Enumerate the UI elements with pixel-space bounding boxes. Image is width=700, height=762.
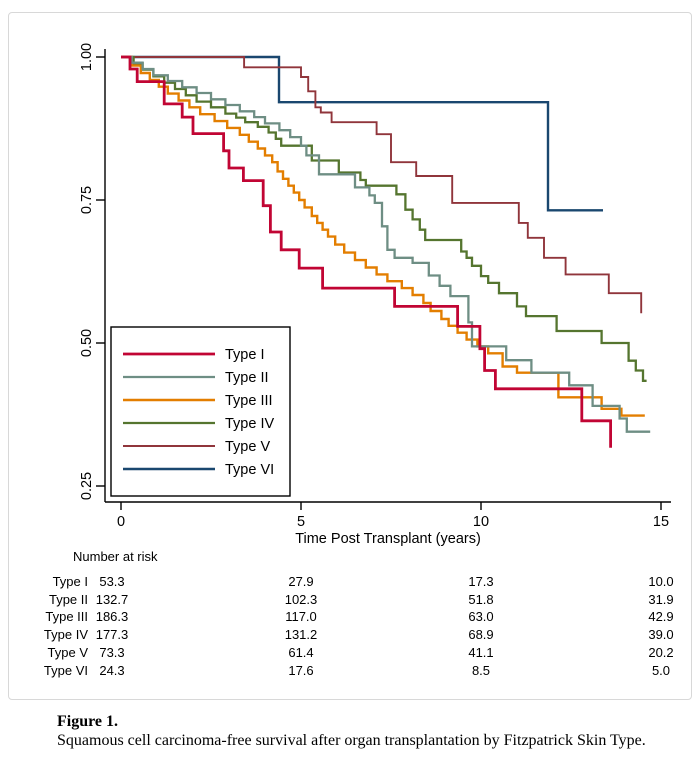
risk-value: 51.8 xyxy=(468,592,494,607)
risk-row-label: Type VI xyxy=(43,663,88,678)
risk-value: 53.3 xyxy=(99,574,125,589)
risk-row-label: Type II xyxy=(48,592,88,607)
risk-value: 132.7 xyxy=(95,592,129,607)
x-tick-label: 15 xyxy=(653,514,669,530)
risk-value: 73.3 xyxy=(99,645,125,660)
risk-value: 20.2 xyxy=(648,645,674,660)
risk-value: 63.0 xyxy=(468,609,494,624)
series-curve-type-v xyxy=(121,56,643,314)
risk-value: 41.1 xyxy=(468,645,494,660)
series-curve-type-iv xyxy=(121,55,647,382)
legend-label-3: Type III xyxy=(225,393,273,409)
y-tick-label: 1.00 xyxy=(79,43,95,71)
risk-value: 117.0 xyxy=(285,609,317,624)
legend-label-1: Type I xyxy=(225,347,265,363)
y-tick-label: 0.25 xyxy=(79,472,95,500)
number-at-risk-table: Number at risk Type I 53.3 27.9 17.3 10.0 Typ… xyxy=(9,13,700,713)
risk-row-label: Type III xyxy=(45,609,88,624)
y-tick-label: 0.75 xyxy=(79,186,95,214)
caption-text: Squamous cell carcinoma-free survival af… xyxy=(57,731,646,749)
legend-label-4: Type IV xyxy=(225,416,274,432)
x-tick-label: 5 xyxy=(297,514,305,530)
x-tick-label: 10 xyxy=(473,514,489,530)
y-tick-label: 0.50 xyxy=(79,329,95,357)
risk-value: 42.9 xyxy=(648,609,674,624)
risk-value: 61.4 xyxy=(288,645,314,660)
risk-value: 17.6 xyxy=(288,663,314,678)
series-curve-type-vi xyxy=(121,55,603,212)
series-curve-type-i xyxy=(121,55,612,448)
risk-row-label: Type V xyxy=(47,645,88,660)
figure-panel: 1.00 0.75 0.50 0.25 0 5 10 15 Time Post Transpla… xyxy=(8,12,692,700)
legend-label-6: Type VI xyxy=(225,462,274,478)
risk-value: 10.0 xyxy=(648,574,674,589)
series-curve-type-ii xyxy=(121,55,651,433)
risk-row-label: Type I xyxy=(52,574,88,589)
legend-label-2: Type II xyxy=(225,370,269,386)
risk-value: 24.3 xyxy=(99,663,125,678)
risk-value: 8.5 xyxy=(471,663,491,678)
x-axis-title: Time Post Transplant (years) xyxy=(295,531,481,547)
x-tick-label: 0 xyxy=(117,514,125,530)
risk-value: 102.3 xyxy=(284,592,318,607)
risk-table-title: Number at risk xyxy=(73,549,158,564)
risk-value: 5.0 xyxy=(651,663,671,678)
risk-value: 186.3 xyxy=(95,609,129,624)
risk-row-label: Type IV xyxy=(43,627,88,642)
series-curve-type-iii xyxy=(121,55,645,417)
risk-value: 27.9 xyxy=(288,574,314,589)
km-survival-chart: 1.00 0.75 0.50 0.25 0 5 10 15 Time Post Transpla… xyxy=(79,43,671,547)
risk-value: 31.9 xyxy=(648,592,674,607)
risk-value: 177.3 xyxy=(95,627,129,642)
risk-value: 68.9 xyxy=(468,627,494,642)
risk-value: 131.2 xyxy=(284,627,318,642)
risk-value: 17.3 xyxy=(468,574,494,589)
risk-value: 39.0 xyxy=(648,627,674,642)
legend-label-5: Type V xyxy=(225,439,270,455)
caption-label: Figure 1. xyxy=(57,713,119,730)
figure-caption: Figure 1. Squamous cell carcinoma-free s… xyxy=(57,713,697,750)
